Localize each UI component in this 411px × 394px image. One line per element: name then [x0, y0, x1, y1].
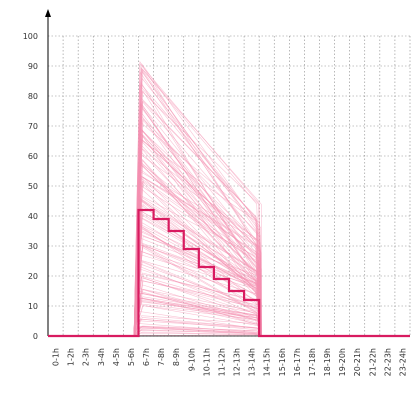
y-tick-label: 50	[28, 182, 38, 191]
x-tick-label: 18-19h	[323, 348, 332, 376]
x-tick-label: 12-13h	[233, 348, 242, 376]
x-tick-label: 21-22h	[368, 348, 377, 376]
x-tick-label: 0-1h	[52, 348, 61, 366]
x-tick-label: 22-23h	[383, 348, 392, 376]
y-tick-labels: 0 10 20 30 40 50 60 70 80 90 100	[23, 32, 38, 341]
x-tick-label: 13-14h	[248, 348, 257, 376]
x-tick-label: 11-12h	[217, 348, 226, 376]
y-tick-label: 40	[28, 212, 38, 221]
y-tick-label: 10	[28, 302, 38, 311]
x-tick-labels: 0-1h 1-2h 2-3h 3-4h 4-5h 5-6h 6-7h 7-8h 8-9h 9-10…	[52, 348, 408, 376]
individual-series-line	[48, 84, 410, 337]
y-axis-arrow-icon	[45, 9, 51, 17]
x-tick-label: 15-16h	[278, 348, 287, 376]
y-tick-label: 60	[28, 152, 38, 161]
x-tick-label: 19-20h	[338, 348, 347, 376]
x-tick-label: 8-9h	[172, 348, 181, 366]
individual-series-line	[48, 175, 410, 337]
x-tick-label: 6-7h	[142, 348, 151, 366]
y-tick-label: 90	[28, 62, 38, 71]
x-tick-label: 16-17h	[293, 348, 302, 376]
x-tick-label: 4-5h	[112, 348, 121, 366]
x-tick-label: 2-3h	[82, 348, 91, 366]
y-tick-label: 80	[28, 92, 38, 101]
average-series-group	[48, 208, 410, 338]
y-tick-label: 0	[33, 332, 38, 341]
y-tick-label: 100	[23, 32, 38, 41]
chart-grid	[47, 35, 411, 337]
x-tick-label: 3-4h	[97, 348, 106, 366]
y-tick-label: 30	[28, 242, 38, 251]
x-tick-label: 9-10h	[187, 348, 196, 371]
x-tick-label: 1-2h	[67, 348, 76, 366]
x-tick-label: 17-18h	[308, 348, 317, 376]
y-tick-label: 70	[28, 122, 38, 131]
individual-series-line	[48, 175, 410, 337]
individual-series-line	[48, 83, 410, 337]
x-tick-label: 7-8h	[157, 348, 166, 366]
y-tick-label: 20	[28, 272, 38, 281]
x-tick-label: 14-15h	[263, 348, 272, 376]
chart-axes	[45, 9, 410, 337]
x-tick-label: 5-6h	[127, 348, 136, 366]
x-tick-label: 10-11h	[202, 348, 211, 376]
average-series-step-line	[48, 208, 410, 338]
x-tick-label: 20-21h	[353, 348, 362, 376]
x-tick-label: 23-24h	[398, 348, 407, 376]
